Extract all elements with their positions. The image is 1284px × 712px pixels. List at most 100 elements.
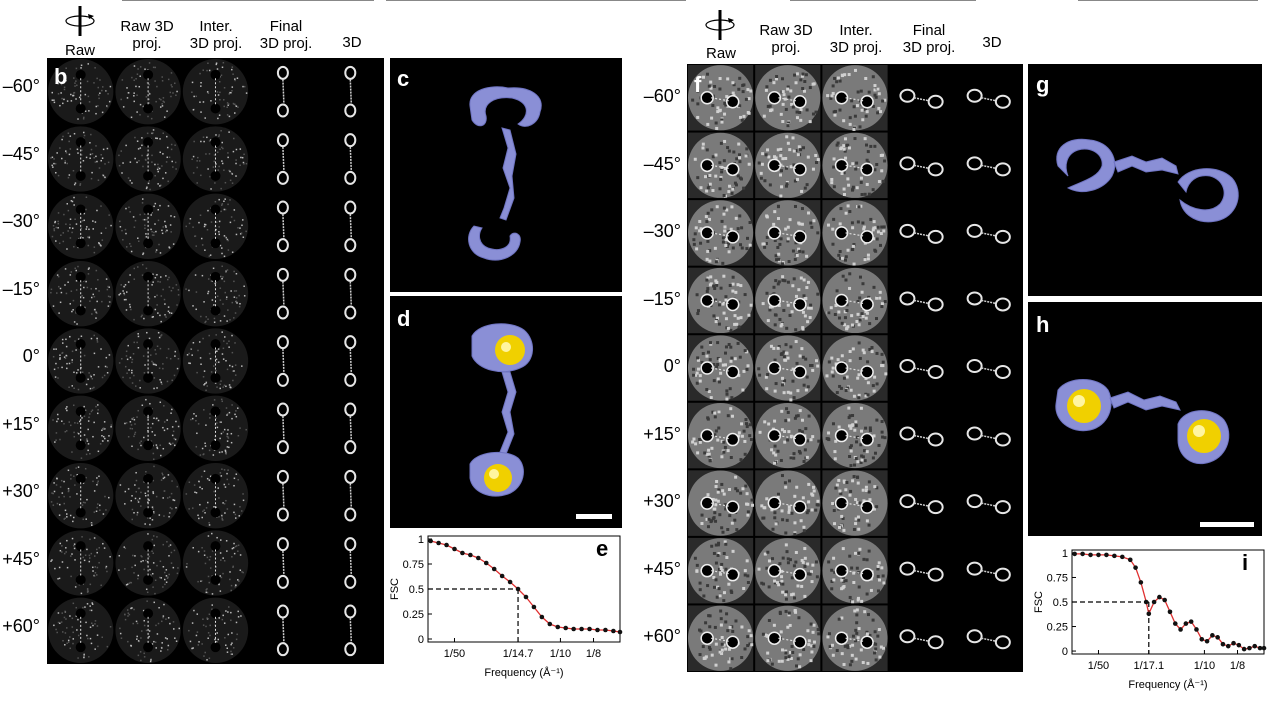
fsc-point bbox=[1138, 580, 1144, 585]
tilt-image-cell bbox=[888, 401, 956, 470]
fsc-point bbox=[579, 626, 584, 632]
tilt-image-cell bbox=[249, 462, 317, 530]
tilt-image-cell bbox=[249, 596, 317, 664]
fsc-point bbox=[436, 540, 441, 546]
x-tick-label: 1/50 bbox=[1088, 660, 1109, 672]
tilt-image-cell bbox=[955, 604, 1023, 672]
angle-label: –15° bbox=[643, 288, 681, 309]
fsc-point bbox=[555, 624, 561, 630]
panel-label-i: i bbox=[1242, 550, 1249, 575]
fsc-chart-e: 0 0.25 0.5 0.75 1 1/50 1/14.7 1/10 1/8 FSC Frequen… bbox=[389, 534, 623, 679]
fsc-point bbox=[1072, 551, 1077, 557]
tilt-image-cell bbox=[182, 126, 249, 192]
tilt-image-cell bbox=[48, 59, 114, 125]
fsc-point bbox=[1096, 552, 1101, 558]
fsc-point bbox=[1167, 609, 1173, 615]
tomogram-surface-d bbox=[469, 323, 612, 519]
tilt-image-cell bbox=[249, 192, 317, 260]
top-rule-far-right bbox=[1078, 0, 1258, 1]
header-raw-3d-proj-left: Raw 3D proj. bbox=[120, 18, 174, 52]
y-tick-label: 0 bbox=[418, 634, 424, 646]
panel-label-e: e bbox=[596, 536, 609, 561]
grid-svg bbox=[688, 64, 1023, 672]
tilt-image-cell bbox=[688, 470, 755, 536]
tilt-image-cell bbox=[316, 462, 384, 530]
tilt-axis-icon-left bbox=[65, 6, 95, 36]
tilt-image-cell bbox=[182, 328, 249, 394]
tilt-image-cell bbox=[755, 335, 821, 402]
header-raw-right: Raw bbox=[705, 45, 736, 62]
fsc-point bbox=[1210, 633, 1215, 638]
tilt-image-cell bbox=[115, 261, 181, 327]
fsc-point bbox=[1178, 627, 1183, 632]
tilt-image-cell bbox=[48, 328, 114, 394]
fsc-point bbox=[483, 560, 489, 566]
angle-label: +15° bbox=[643, 423, 681, 444]
fsc-point bbox=[1151, 599, 1157, 605]
tilt-image-cell bbox=[755, 605, 821, 671]
header-3d-left: 3D bbox=[342, 34, 362, 51]
tilt-image-cell bbox=[888, 604, 956, 672]
tilt-image-cell bbox=[182, 597, 249, 663]
x-tick-label: 1/8 bbox=[586, 648, 601, 660]
fsc-point bbox=[1146, 611, 1152, 617]
tilt-image-cell bbox=[888, 266, 956, 335]
fsc-point bbox=[1194, 627, 1199, 632]
y-tick-label: 0.5 bbox=[1053, 597, 1068, 609]
tilt-image-cell bbox=[755, 267, 821, 334]
tilt-image-cell bbox=[115, 126, 181, 192]
x-tick-label: 1/10 bbox=[1194, 660, 1215, 672]
fsc-point bbox=[1247, 645, 1252, 651]
tilt-image-cell bbox=[115, 193, 181, 259]
panel-label-d: d bbox=[397, 306, 411, 331]
top-rule-right bbox=[790, 0, 976, 1]
tilt-image-cell bbox=[688, 200, 754, 266]
fsc-point bbox=[1236, 642, 1242, 648]
tilt-image-cell bbox=[48, 597, 114, 663]
fsc-point bbox=[1088, 552, 1093, 558]
header-final-3d-proj-left: Final 3D proj. bbox=[259, 18, 313, 52]
y-tick-label: 0.75 bbox=[403, 559, 424, 571]
fsc-chart-i: 0 0.25 0.5 0.75 1 1/50 1/17.1 1/10 1/8 FSC Frequen… bbox=[1033, 548, 1267, 691]
x-tick-label: 1/17.1 bbox=[1134, 660, 1165, 672]
angle-label: –30° bbox=[2, 211, 40, 231]
tilt-image-cell bbox=[822, 537, 888, 604]
y-tick-label: 0.75 bbox=[1047, 572, 1068, 584]
panel-c-reconstruction bbox=[390, 58, 622, 292]
fsc-point bbox=[1112, 553, 1117, 559]
tilt-series-grid-b bbox=[47, 58, 384, 664]
fsc-point bbox=[468, 552, 473, 558]
fsc-fit-line bbox=[1074, 553, 1264, 650]
tilt-image-cell bbox=[182, 193, 249, 259]
tilt-image-cell bbox=[955, 469, 1023, 537]
tomogram-surface-h bbox=[1055, 379, 1254, 527]
angle-label: +15° bbox=[2, 413, 40, 434]
tilt-image-cell bbox=[688, 335, 754, 401]
panel-g-reconstruction bbox=[1028, 64, 1262, 296]
fsc-point bbox=[1127, 557, 1133, 563]
panel-label-h: h bbox=[1036, 312, 1050, 337]
y-tick-label: 0 bbox=[1062, 646, 1068, 658]
panel-h-reconstruction-gold bbox=[1028, 302, 1262, 536]
fsc-point bbox=[1231, 640, 1236, 646]
grid-svg bbox=[48, 58, 384, 664]
scale-bar-h bbox=[1200, 522, 1254, 527]
tilt-image-cell bbox=[755, 470, 821, 536]
angle-label: –30° bbox=[643, 221, 681, 241]
y-tick-label: 1 bbox=[418, 534, 424, 546]
tilt-image-cell bbox=[48, 395, 114, 462]
angle-label: 0° bbox=[22, 346, 40, 366]
header-raw-left: Raw bbox=[64, 42, 95, 59]
header-3d-right: 3D bbox=[982, 34, 1002, 51]
tilt-image-cell bbox=[316, 529, 384, 597]
tilt-image-cell bbox=[755, 402, 821, 469]
fsc-point bbox=[491, 566, 497, 572]
tilt-image-cell bbox=[48, 193, 114, 259]
tilt-image-cell bbox=[182, 463, 249, 529]
fsc-point bbox=[1188, 619, 1194, 624]
fsc-point bbox=[1220, 641, 1226, 647]
y-tick-label: 1 bbox=[1062, 548, 1068, 560]
tilt-image-cell bbox=[955, 64, 1023, 132]
angle-label: –45° bbox=[643, 153, 681, 174]
tilt-image-cell bbox=[955, 266, 1023, 335]
